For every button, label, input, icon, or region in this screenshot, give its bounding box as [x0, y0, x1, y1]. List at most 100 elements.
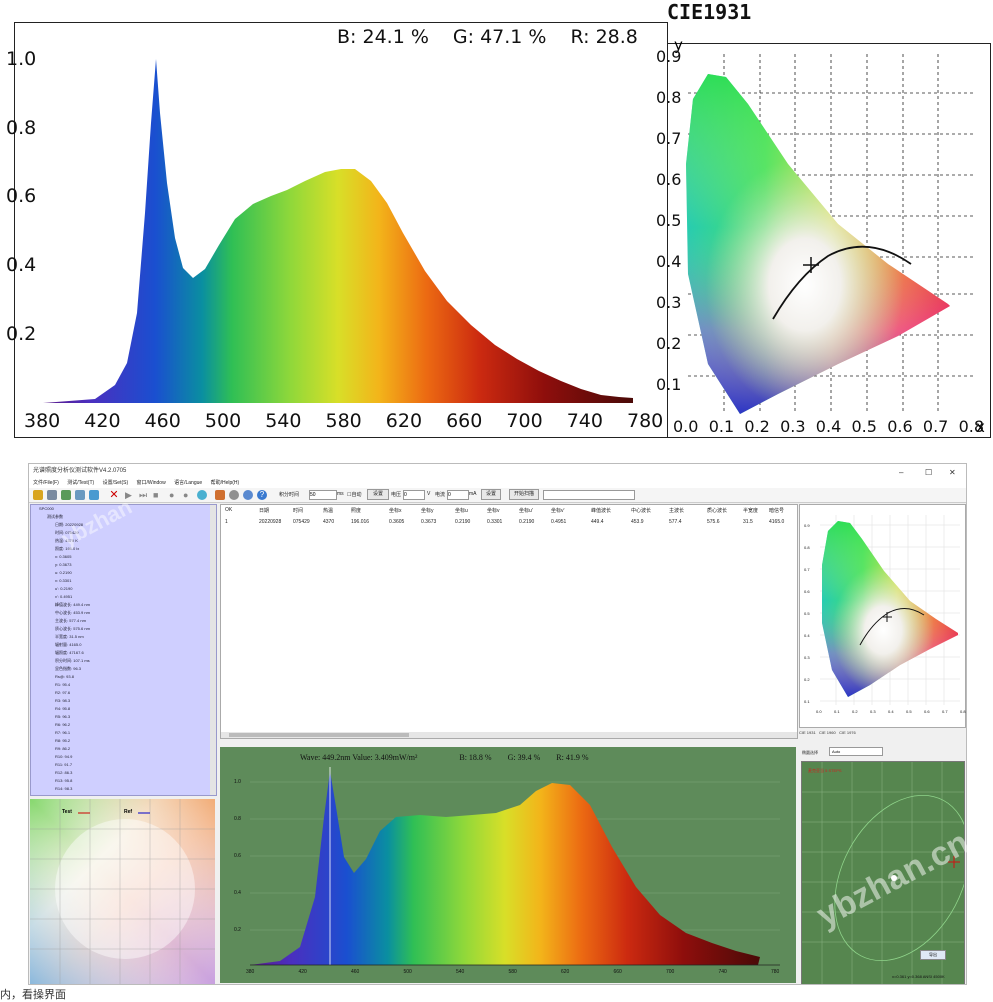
voltage-label: 电压: [391, 492, 402, 498]
set-button[interactable]: 设置: [367, 489, 389, 500]
pen-icon[interactable]: [215, 490, 225, 500]
cie-top-x-tick: 0.4: [815, 417, 842, 436]
maximize-button[interactable]: ☐: [925, 468, 933, 477]
table-cell: 4165.0: [769, 519, 785, 525]
tree-item: 半宽度: 31.5 nm: [55, 634, 84, 639]
cie1931-svg: [686, 54, 973, 414]
table-hscrollbar[interactable]: [221, 732, 797, 738]
table-header: 峰值波长: [591, 508, 612, 514]
delete-icon[interactable]: ✕: [109, 489, 119, 501]
table-header: 主波长: [669, 508, 685, 514]
bottom-spectrum-chart: Wave: 449.2nm Value: 3.409mW/m² B: 18.8 …: [220, 747, 796, 983]
gear-icon[interactable]: [229, 490, 239, 500]
table-icon[interactable]: [61, 490, 71, 500]
cie-tabs: CIE 1931 CIE 1960 CIE 1976: [799, 730, 856, 735]
open-icon[interactable]: [33, 490, 43, 500]
cie-small-x-tick: 0.1: [834, 709, 840, 714]
menu-language[interactable]: 语言/Langue: [174, 480, 203, 486]
bottom-x-tick: 500: [403, 969, 412, 975]
bottom-x-tick: 620: [561, 969, 570, 975]
bulb2-icon[interactable]: ●: [183, 490, 189, 500]
bottom-y-tick: 1.0: [234, 779, 241, 785]
menu-set[interactable]: 设置/Set(S): [102, 480, 129, 486]
stop-icon[interactable]: ■: [153, 490, 159, 500]
table-header: 坐标y: [421, 508, 434, 514]
step-icon[interactable]: ⏭: [139, 490, 148, 500]
top-x-tick: 500: [204, 410, 242, 432]
bottom-x-tick: 540: [456, 969, 465, 975]
tree-item: 峰值波长: 449.4 nm: [55, 602, 90, 607]
start-scan-button[interactable]: 开始扫描: [509, 489, 539, 500]
tree-root: SPC000: [39, 506, 54, 511]
current-input[interactable]: [447, 490, 469, 500]
integration-time-input[interactable]: [309, 490, 337, 500]
cie-top-crosshair: [803, 257, 819, 273]
export-button[interactable]: 导出: [920, 950, 946, 960]
help-icon[interactable]: ?: [257, 490, 267, 500]
cie-top-y-tick: 0.7: [656, 129, 682, 148]
cie-small-svg: [820, 515, 960, 705]
table-cell: 196.016: [351, 519, 370, 525]
bottom-x-tick: 380: [246, 969, 255, 975]
table-header: 坐标u: [455, 508, 468, 514]
tree-item: u': 0.2190: [55, 586, 73, 591]
tree-item: v': 0.4951: [55, 594, 73, 599]
table-cell: 0.3605: [389, 519, 405, 525]
tree-item: 中心波长: 453.9 nm: [55, 610, 90, 615]
tree-item: x: 0.3605: [55, 554, 72, 559]
play-icon[interactable]: ▶: [125, 490, 132, 500]
menu-file[interactable]: 文件/File(F): [33, 480, 59, 486]
tree-item: R5: 96.3: [55, 714, 71, 719]
auto-checkbox[interactable]: ☐自动: [347, 492, 362, 498]
tree-item: 质心波长: 575.6 nm: [55, 626, 90, 631]
minimize-button[interactable]: –: [899, 468, 904, 477]
chart-icon[interactable]: [89, 490, 99, 500]
top-x-tick: 540: [265, 410, 302, 432]
close-button[interactable]: ✕: [949, 468, 956, 477]
menu-window[interactable]: 窗口/Window: [136, 480, 166, 486]
export-icon[interactable]: [75, 490, 85, 500]
bottom-x-tick: 460: [351, 969, 360, 975]
tab-cie1960[interactable]: CIE 1960: [819, 730, 836, 735]
top-x-tick: 420: [84, 410, 121, 432]
cie-top-y-tick: 0.6: [656, 170, 682, 189]
table-cell: 20220928: [259, 519, 282, 525]
cie-top-x-tick: 0.2: [744, 417, 770, 436]
top-g-percent: G: 47.1 %: [452, 26, 547, 48]
planckian-locus: [772, 245, 912, 320]
menu-test[interactable]: 测试/Test(T): [67, 480, 95, 486]
bottom-r-percent: R: 41.9 %: [556, 753, 589, 762]
bottom-x-tick: 780: [771, 969, 780, 975]
cie-title: CIE1931: [667, 0, 752, 24]
bottom-x-tick: 700: [666, 969, 675, 975]
bottom-spectrum-svg: [250, 767, 780, 966]
tree-item: R1: 95.4: [55, 682, 71, 687]
tree-item: R4: 95.8: [55, 706, 71, 711]
cie-small-x-tick: 0.3: [870, 709, 876, 714]
menu-help[interactable]: 帮助/Help(H): [210, 480, 240, 486]
top-spectrum-readout: B: 24.1 % G: 47.1 % R: 28.8: [337, 26, 656, 48]
top-spectrum-chart: B: 24.1 % G: 47.1 % R: 28.8: [14, 22, 668, 438]
save-icon[interactable]: [47, 490, 57, 500]
bulb-icon[interactable]: ●: [169, 490, 175, 500]
set-button-2[interactable]: 设置: [481, 489, 501, 500]
cie-small-y-tick: 0.8: [804, 545, 810, 550]
tab-cie1931[interactable]: CIE 1931: [799, 730, 816, 735]
tree-item: 显色指数: 96.3: [55, 666, 82, 671]
zoom-icon[interactable]: [243, 490, 253, 500]
tree-scrollbar[interactable]: [210, 505, 216, 795]
cie-top-x-tick: 0.6: [887, 417, 913, 436]
ellipse-select[interactable]: Auto: [829, 747, 883, 756]
tree-item: R2: 97.6: [55, 690, 71, 695]
voltage-input[interactable]: [403, 490, 425, 500]
tree-item: R12: 86.3: [55, 770, 73, 775]
table-header: 半宽度: [743, 508, 759, 514]
table-cell: 0.4951: [551, 519, 567, 525]
tree-item: R7: 96.1: [55, 730, 71, 735]
top-y-tick: 1.0: [6, 48, 37, 70]
table-header: 暗信号: [769, 508, 785, 514]
tree-item: 照度: 196.0 lx: [55, 546, 80, 551]
table-header: 坐标v': [551, 508, 565, 514]
tab-cie1976[interactable]: CIE 1976: [839, 730, 856, 735]
refresh-icon[interactable]: [197, 490, 207, 500]
